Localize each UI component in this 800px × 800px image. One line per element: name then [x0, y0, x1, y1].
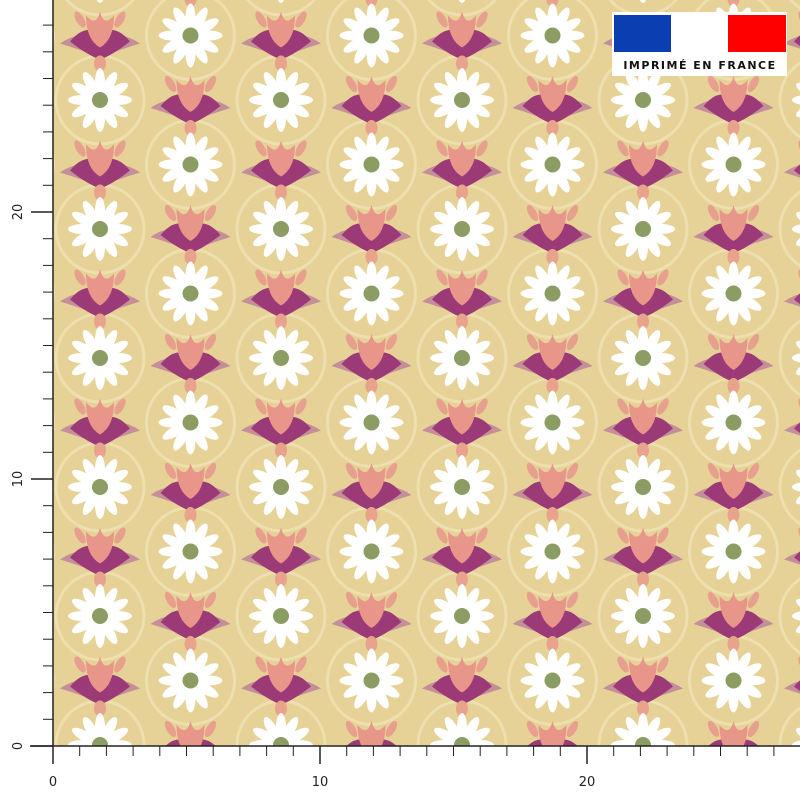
- flag-blue: [614, 15, 671, 52]
- x-ruler-label: 20: [579, 775, 596, 790]
- flag-red: [728, 15, 786, 52]
- flag-white: [671, 15, 728, 52]
- badge: IMPRIMÉ EN FRANCE: [612, 12, 787, 76]
- x-ruler-label: 10: [312, 775, 329, 790]
- x-ruler-label: 0: [49, 775, 57, 790]
- ruler: 0 10 20 0 10 20: [11, 0, 800, 790]
- y-ruler-label: 10: [11, 471, 26, 488]
- fabric-pattern: [53, 0, 800, 746]
- y-ruler-label: 0: [11, 742, 26, 750]
- y-ruler-label: 20: [11, 204, 26, 221]
- badge-text: IMPRIMÉ EN FRANCE: [623, 59, 776, 72]
